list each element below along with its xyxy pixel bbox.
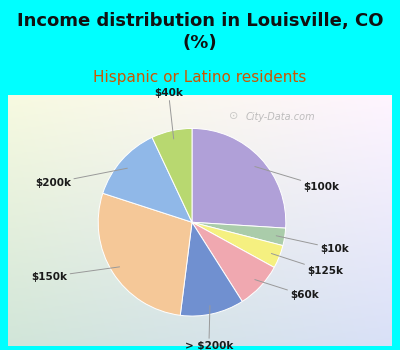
Text: City-Data.com: City-Data.com — [246, 112, 316, 122]
Wedge shape — [152, 128, 192, 222]
Text: $125k: $125k — [271, 253, 343, 276]
Wedge shape — [192, 128, 286, 228]
Wedge shape — [180, 222, 242, 316]
Text: $150k: $150k — [32, 267, 120, 282]
Text: $60k: $60k — [255, 280, 319, 300]
Text: $200k: $200k — [35, 168, 127, 188]
Text: > $200k: > $200k — [185, 306, 233, 350]
Wedge shape — [192, 222, 286, 246]
Wedge shape — [192, 222, 274, 301]
Wedge shape — [103, 138, 192, 222]
Wedge shape — [98, 193, 192, 315]
Text: $10k: $10k — [276, 236, 349, 253]
Text: $100k: $100k — [255, 167, 340, 191]
Text: $40k: $40k — [154, 88, 183, 139]
Text: Income distribution in Louisville, CO
(%): Income distribution in Louisville, CO (%… — [17, 12, 383, 52]
Text: ⊙: ⊙ — [229, 111, 238, 121]
Text: Hispanic or Latino residents: Hispanic or Latino residents — [93, 70, 307, 85]
Wedge shape — [192, 222, 283, 267]
